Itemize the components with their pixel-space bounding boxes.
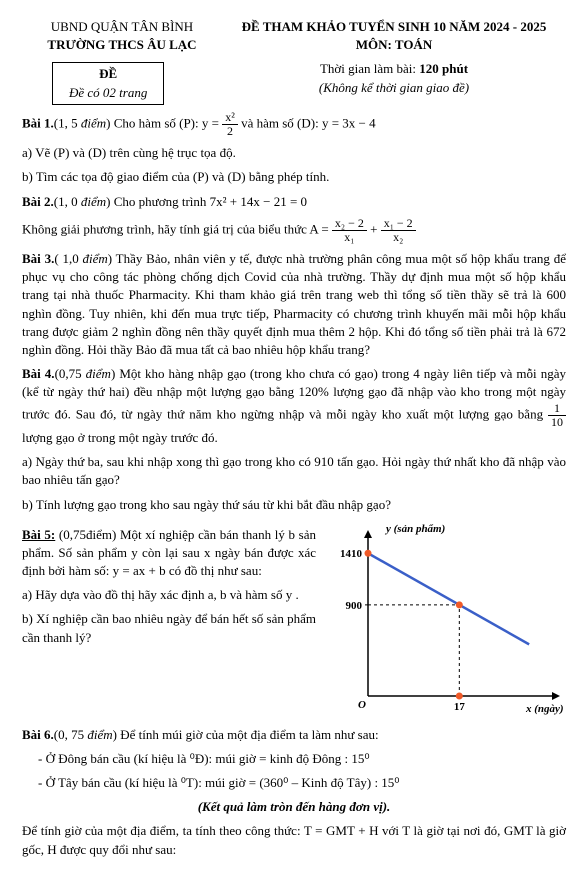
svg-text:1410: 1410 [340,548,363,560]
bai3-title: Bài 3. [22,251,54,266]
school-line: TRƯỜNG THCS ÂU LẠC [22,36,222,54]
de-label: ĐỀ [69,65,147,83]
header-row-2: ĐỀ Đề có 02 trang Thời gian làm bài: 120… [22,54,566,104]
page-header: UBND QUẬN TÂN BÌNH TRƯỜNG THCS ÂU LẠC ĐỀ… [22,18,566,54]
bai1-text1: Cho hàm số (P): y = [114,115,222,130]
bai6-title: Bài 6. [22,727,54,742]
bai-5-row: Bài 5: (0,75điểm) Một xí nghiệp cần bán … [22,520,566,720]
bai1-b: b) Tìm các tọa độ giao điểm của (P) và (… [22,168,566,186]
svg-text:O: O [358,699,366,711]
bai4-b: b) Tính lượng gạo trong kho sau ngày thứ… [22,496,566,514]
bai4-score: (0,75 điểm) [55,366,120,381]
subject-line: MÔN: TOÁN [222,36,566,54]
time-line: Thời gian làm bài: 120 phút [222,60,566,78]
bai-4: Bài 4.(0,75 điểm) Một kho hàng nhập gạo … [22,365,566,447]
bai3-text: Thầy Bảo, nhân viên y tế, được nhà trườn… [22,251,566,357]
header-left: UBND QUẬN TÂN BÌNH TRƯỜNG THCS ÂU LẠC [22,18,222,54]
bai2-plus: + [370,221,381,236]
svg-text:y (sản phẩm): y (sản phẩm) [384,523,445,535]
bai4-text2: lượng gạo ở trong một ngày trước đó. [22,430,218,445]
bai2-frac2: x₁ − 2x₂ [381,217,416,244]
svg-text:900: 900 [346,600,363,612]
header-right: ĐỀ THAM KHẢO TUYỂN SINH 10 NĂM 2024 - 20… [222,18,566,54]
bai6-text2: Để tính giờ của một địa điểm, ta tính th… [22,822,566,858]
bai4-frac: 110 [548,402,566,429]
bai6-li1: - Ở Đông bán cầu (kí hiệu là ⁰Đ): múi gi… [38,750,566,768]
bai5-score: (0,75điểm) [55,527,120,542]
ubnd-line: UBND QUẬN TÂN BÌNH [22,18,222,36]
bai1-a: a) Vẽ (P) và (D) trên cùng hệ trục tọa đ… [22,144,566,162]
bai-3: Bài 3.( 1,0 điểm) Thầy Bảo, nhân viên y … [22,250,566,359]
bai5-a: a) Hãy dựa vào đồ thị hãy xác định a, b … [22,586,316,604]
svg-text:17: 17 [454,701,466,713]
bai2-line2a: Không giải phương trình, hãy tính giá tr… [22,221,332,236]
bai6-li2: - Ở Tây bán cầu (kí hiệu là ⁰T): múi giờ… [38,774,566,792]
bai1-frac: x²2 [222,111,238,138]
bai6-score: (0, 75 điểm) [54,727,120,742]
bai2-line2: Không giải phương trình, hãy tính giá tr… [22,217,566,244]
bai5-textcol: Bài 5: (0,75điểm) Một xí nghiệp cần bán … [22,520,316,720]
bai2-title: Bài 2. [22,194,54,209]
bai-6: Bài 6.(0, 75 điểm) Để tính múi giờ của m… [22,726,566,744]
bai5-title: Bài 5: [22,527,55,542]
bai-2: Bài 2.(1, 0 điểm) Cho phương trình 7x² +… [22,193,566,211]
de-pages: Đề có 02 trang [69,84,147,102]
bai5-b: b) Xí nghiệp cần bao nhiêu ngày để bán h… [22,610,316,646]
bai-1: Bài 1.(1, 5 điểm) Cho hàm số (P): y = x²… [22,111,566,138]
bai1-title: Bài 1. [22,115,54,130]
bai6-text: Để tính múi giờ của một địa điểm ta làm … [120,727,378,742]
chart-svg: y (sản phẩm) x (ngày) O 1410 900 17 [326,520,566,720]
note-line: (Không kể thời gian giao đề) [222,79,566,97]
bai5-chart: y (sản phẩm) x (ngày) O 1410 900 17 [326,520,566,720]
bai4-title: Bài 4. [22,366,55,381]
de-box: ĐỀ Đề có 02 trang [52,62,164,104]
exam-title: ĐỀ THAM KHẢO TUYỂN SINH 10 NĂM 2024 - 20… [222,18,566,36]
bai2-frac1: x₂ − 2x₁ [332,217,367,244]
bai4-a: a) Ngày thứ ba, sau khi nhập xong thì gạ… [22,453,566,489]
bai6-round: (Kết quả làm tròn đến hàng đơn vị). [22,798,566,816]
bai1-text2: và hàm số (D): y = 3x − 4 [238,115,376,130]
bai2-text: Cho phương trình 7x² + 14x − 21 = 0 [114,194,307,209]
bai1-score: (1, 5 điểm) [54,115,114,130]
bai2-score: (1, 0 điểm) [54,194,114,209]
bai3-score: ( 1,0 điểm) [54,251,115,266]
svg-text:x (ngày): x (ngày) [525,703,564,715]
